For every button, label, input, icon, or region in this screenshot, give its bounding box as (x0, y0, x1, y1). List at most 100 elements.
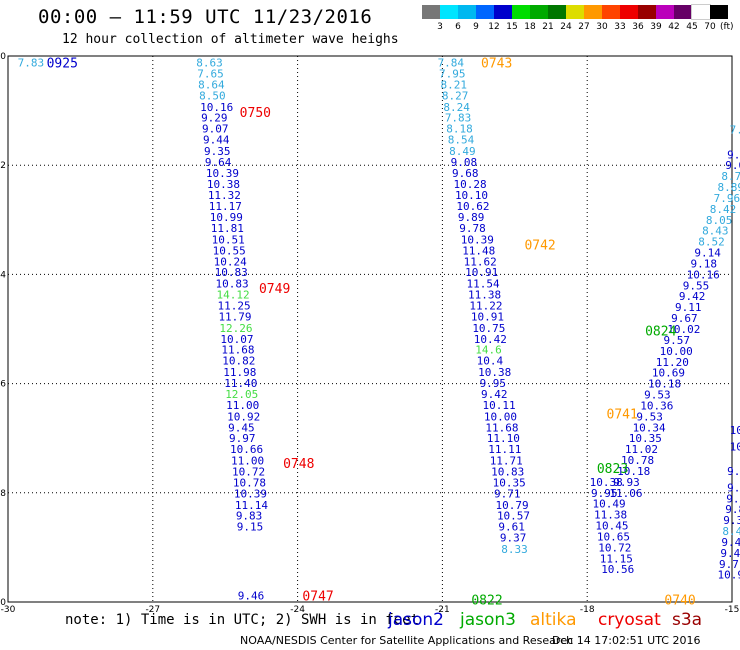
page-subtitle: 12 hour collection of altimeter wave hei… (62, 32, 399, 47)
color-scale-swatch (638, 5, 656, 19)
pass-time-label: 0740 (664, 593, 695, 608)
wave-height-label: 9.78 (459, 222, 486, 235)
wave-height-label: 9.89 (458, 211, 485, 224)
pass-time-label: 0742 (524, 238, 555, 253)
wave-height-label: 9.29 (201, 112, 228, 125)
wave-height-label: 9.55 (683, 279, 710, 292)
wave-height-label: 9.37 (500, 532, 527, 545)
wave-height-label: 7.65 (197, 67, 224, 80)
wave-height-label: 10.83 (216, 278, 249, 291)
wave-height-label: 10.65 (597, 530, 630, 543)
pass-time-label: 0748 (283, 457, 314, 472)
wave-height-label: 10 (730, 424, 740, 437)
wave-height-label: 9.48 (721, 536, 740, 549)
wave-height-label: 9.11 (675, 301, 702, 314)
x-tick-label: -30 (1, 605, 16, 615)
color-scale-label: 42 (668, 22, 680, 32)
wave-height-label: 9.42 (679, 290, 706, 303)
wave-height-label: 10.16 (200, 101, 233, 114)
color-scale-swatch (512, 5, 530, 19)
wave-height-label: 10.38 (590, 476, 623, 489)
wave-height-label: 7.84 (438, 57, 465, 70)
wave-height-label: 11.38 (468, 289, 501, 302)
y-tick-label: -38 (0, 489, 6, 499)
wave-height-label: 10.55 (213, 244, 246, 257)
wave-height-label: 11.40 (224, 377, 257, 390)
wave-height-label: 10.45 (595, 520, 628, 533)
wave-height-label: 8.89 (718, 181, 740, 194)
wave-height-label: 9.35 (204, 145, 231, 158)
wave-height-label: 8.42 (710, 203, 737, 216)
wave-height-label: 9.18 (690, 257, 717, 270)
wave-height-label: 14.12 (217, 289, 250, 302)
color-scale-swatch (476, 5, 494, 19)
wave-height-label: 7.95 (439, 67, 466, 80)
legend-jason2: jason2 (388, 610, 444, 630)
wave-height-label: 9.67 (671, 312, 698, 325)
wave-height-label: 11.54 (467, 278, 500, 291)
wave-height-label: 9.53 (644, 389, 671, 402)
wave-height-label: 9.93 (613, 476, 640, 489)
wave-height-label: 10.18 (648, 378, 681, 391)
wave-height-label: 12.05 (225, 388, 258, 401)
wave-height-label: 11.14 (235, 499, 268, 512)
y-tick-label: -30 (0, 52, 6, 62)
wave-height-label: 10.39 (234, 487, 267, 500)
wave-height-label: 10.02 (667, 323, 700, 336)
wave-height-label: 10 (730, 440, 740, 453)
wave-height-label: 12.26 (219, 322, 252, 335)
y-tick-label: -34 (0, 270, 6, 280)
wave-height-label: 8.43 (702, 225, 729, 238)
wave-height-label: 7.83 (445, 112, 472, 125)
wave-height-label: 11.71 (490, 455, 523, 468)
wave-height-label: 10.39 (206, 167, 239, 180)
legend-s3a: s3a (672, 610, 703, 630)
y-tick-label: -36 (0, 380, 6, 390)
wave-height-label: 9.1 (727, 148, 740, 161)
wave-height-label: 11.15 (600, 552, 633, 565)
wave-height-label: 10.56 (601, 563, 634, 576)
x-tick-label: -15 (725, 605, 740, 615)
wave-height-label: 8.63 (196, 57, 223, 70)
color-scale-label: 27 (578, 22, 590, 32)
color-scale-swatch (458, 5, 476, 19)
wave-height-label: 9.33 (723, 514, 740, 527)
y-tick-label: -32 (0, 161, 6, 171)
color-scale-swatch (691, 4, 711, 20)
wave-height-label: 10.83 (491, 466, 524, 479)
wave-height-label: 11.62 (464, 255, 497, 268)
color-scale-swatch (710, 5, 728, 19)
pass-time-label: 0747 (302, 589, 333, 604)
x-tick-label: -24 (290, 605, 305, 615)
wave-height-label: 10.72 (598, 541, 631, 554)
wave-height-label: 10.36 (640, 399, 673, 412)
wave-height-label: 9.68 (452, 167, 479, 180)
wave-height-label: 9.71 (494, 487, 520, 500)
wave-height-label: 9.61 (498, 521, 525, 534)
x-tick-label: -21 (435, 605, 450, 615)
legend-altika: altika (530, 610, 577, 630)
color-scale-swatch (422, 5, 440, 19)
wave-height-label: 10.07 (220, 333, 253, 346)
wave-height-label: 11.38 (594, 509, 627, 522)
wave-height-label: 11.11 (488, 443, 521, 456)
wave-height-label: 8.78 (721, 170, 740, 183)
color-scale-unit: (ft) (720, 22, 734, 32)
pass-time-label: 0741 (607, 408, 638, 423)
wave-height-label: 9.57 (663, 334, 690, 347)
wave-height-label: 10.35 (629, 432, 662, 445)
wave-height-label: 8.64 (198, 78, 225, 91)
wave-height-label: 11.17 (209, 200, 242, 213)
color-scale-label: 70 (704, 22, 716, 32)
wave-height-label: 10.99 (210, 211, 243, 224)
wave-height-label: 9.14 (726, 492, 740, 505)
wave-height-label: 10.28 (454, 178, 487, 191)
pass-time-label: 0824 (645, 325, 676, 340)
wave-height-label: 10.62 (456, 200, 489, 213)
wave-height-label: 10.72 (232, 466, 265, 479)
y-tick-label: -40 (0, 598, 6, 608)
wave-height-label: 11.48 (462, 244, 495, 257)
color-scale-label: 18 (524, 22, 536, 32)
wave-height-label: 10.66 (230, 443, 263, 456)
